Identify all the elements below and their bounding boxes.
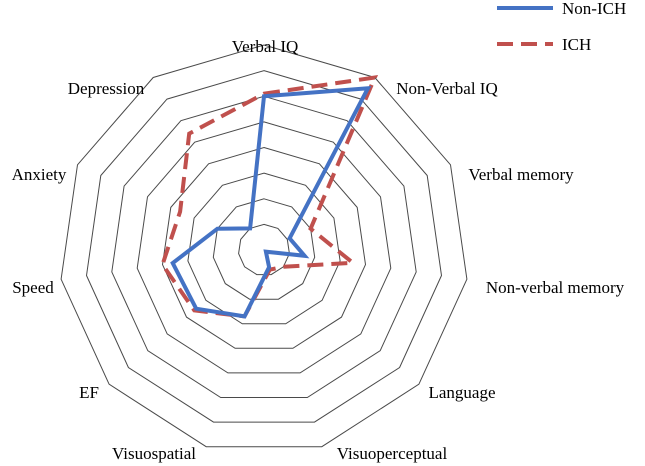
axis-labels: Verbal IQ Non-Verbal IQ Verbal memory No… bbox=[12, 37, 625, 463]
axis-label-anxiety: Anxiety bbox=[12, 165, 67, 184]
legend-label-ich: ICH bbox=[562, 35, 591, 54]
axis-label-speed: Speed bbox=[12, 278, 54, 297]
radar-grid bbox=[60, 44, 468, 448]
radar-series bbox=[160, 75, 379, 319]
axis-label-visuospatial: Visuospatial bbox=[112, 444, 196, 463]
series-line-ich bbox=[160, 75, 379, 319]
axis-label-ef: EF bbox=[79, 383, 99, 402]
grid-ring bbox=[60, 44, 468, 448]
grid-ring bbox=[187, 172, 341, 325]
series-line-non-ich bbox=[170, 86, 372, 319]
axis-label-language: Language bbox=[428, 383, 495, 402]
axis-label-non-verbal-iq: Non-Verbal IQ bbox=[396, 79, 498, 98]
grid-ring bbox=[136, 121, 392, 374]
chart-legend: Non-ICH ICH bbox=[497, 0, 626, 54]
grid-ring bbox=[161, 146, 367, 349]
axis-label-depression: Depression bbox=[68, 79, 145, 98]
axis-label-visuoperceptual: Visuoperceptual bbox=[337, 444, 448, 463]
legend-label-non-ich: Non-ICH bbox=[562, 0, 626, 18]
grid-ring bbox=[85, 70, 443, 423]
grid-ring bbox=[212, 198, 316, 300]
axis-label-non-verbal-memory: Non-verbal memory bbox=[486, 278, 625, 297]
axis-label-verbal-memory: Verbal memory bbox=[468, 165, 574, 184]
grid-ring bbox=[111, 95, 417, 398]
axis-label-verbal-iq: Verbal IQ bbox=[232, 37, 299, 56]
